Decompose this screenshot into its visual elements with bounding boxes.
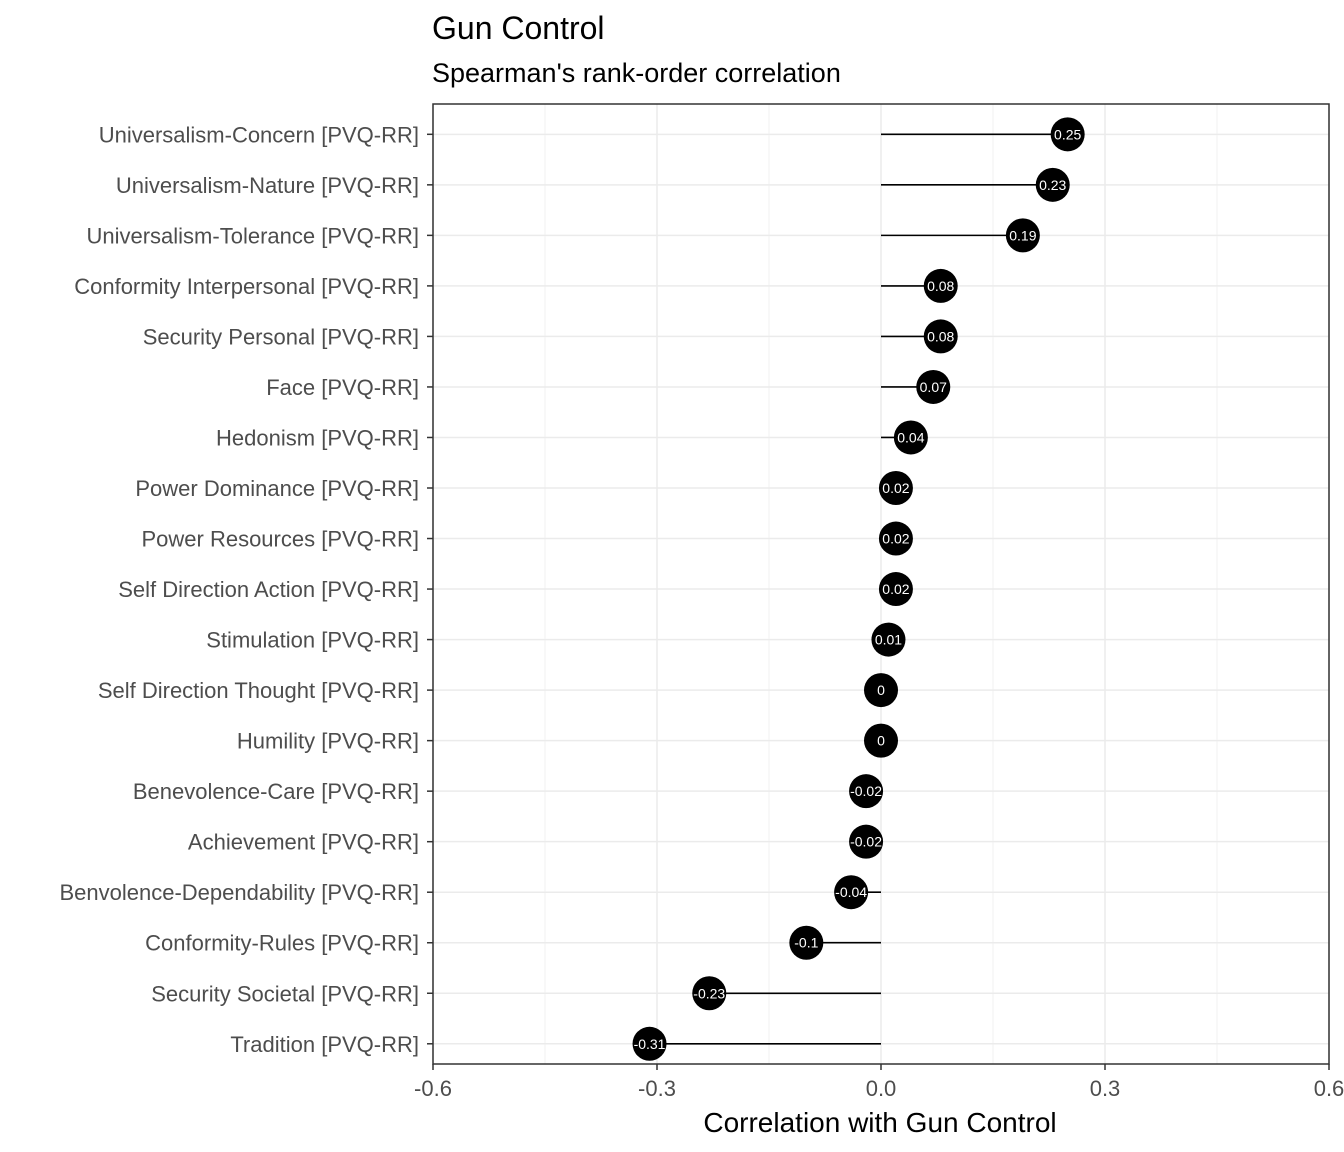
point-marker bbox=[864, 673, 898, 708]
data-point: 0.19 bbox=[1005, 218, 1040, 253]
point-marker bbox=[849, 774, 884, 809]
y-tick-label: Benevolence-Care [PVQ-RR] bbox=[133, 779, 419, 804]
data-point: 0 bbox=[864, 723, 898, 758]
point-marker bbox=[1005, 218, 1040, 253]
point-value-label: -0.23 bbox=[693, 985, 725, 1001]
point-value-label: 0.04 bbox=[897, 429, 924, 445]
point-marker bbox=[893, 420, 928, 455]
y-tick-label: Hedonism [PVQ-RR] bbox=[216, 425, 419, 450]
x-axis: -0.6 -0.3 0.0 0.3 0.6 bbox=[414, 1064, 1344, 1101]
y-tick-label: Universalism-Tolerance [PVQ-RR] bbox=[86, 223, 419, 248]
point-value-label: -0.02 bbox=[850, 783, 882, 799]
point-marker bbox=[878, 471, 913, 505]
y-tick-label: Universalism-Nature [PVQ-RR] bbox=[116, 173, 419, 198]
point-value-label: 0.08 bbox=[927, 278, 954, 294]
point-marker bbox=[632, 1026, 667, 1061]
point-marker bbox=[923, 268, 958, 303]
y-tick-label: Security Personal [PVQ-RR] bbox=[143, 324, 419, 349]
data-point: 0.02 bbox=[878, 572, 913, 607]
point-value-label: -0.1 bbox=[794, 935, 818, 951]
x-axis-title: Correlation with Gun Control bbox=[703, 1107, 1056, 1138]
y-tick-label: Power Resources [PVQ-RR] bbox=[141, 527, 419, 552]
y-tick-label: Self Direction Action [PVQ-RR] bbox=[118, 577, 419, 602]
y-tick-label: Tradition [PVQ-RR] bbox=[230, 1032, 419, 1057]
data-point: 0.02 bbox=[878, 521, 913, 556]
y-tick-label: Humility [PVQ-RR] bbox=[237, 729, 419, 754]
point-marker bbox=[878, 572, 913, 607]
point-marker bbox=[1050, 117, 1085, 152]
point-marker bbox=[916, 369, 951, 404]
y-tick-label: Benvolence-Dependability [PVQ-RR] bbox=[59, 880, 419, 905]
data-point: -0.02 bbox=[849, 824, 884, 859]
x-tick-label: -0.3 bbox=[638, 1076, 676, 1101]
point-marker bbox=[864, 723, 898, 758]
data-point: 0 bbox=[864, 673, 898, 708]
point-marker bbox=[849, 824, 884, 859]
y-tick-label: Stimulation [PVQ-RR] bbox=[206, 628, 419, 653]
y-tick-label: Self Direction Thought [PVQ-RR] bbox=[98, 678, 419, 703]
data-point: 0.08 bbox=[923, 268, 958, 303]
point-value-label: 0.23 bbox=[1039, 177, 1066, 193]
x-tick-label: 0.0 bbox=[866, 1076, 897, 1101]
lollipop-points: 0.25 0.23 0.19 0.08 0.08 0.07 0.04 0.02 0.02 0.02… bbox=[632, 117, 1085, 1061]
data-point: 0.04 bbox=[893, 420, 928, 455]
chart-title: Gun Control bbox=[432, 10, 605, 46]
point-marker bbox=[1035, 167, 1070, 202]
data-point: -0.31 bbox=[632, 1026, 667, 1061]
point-marker bbox=[692, 976, 727, 1011]
y-axis: Universalism-Concern [PVQ-RR] Universalis… bbox=[59, 122, 433, 1057]
point-value-label: 0.02 bbox=[882, 531, 909, 547]
point-value-label: 0 bbox=[877, 682, 885, 698]
point-value-label: -0.04 bbox=[835, 884, 867, 900]
data-point: 0.07 bbox=[916, 369, 951, 404]
data-point: -0.04 bbox=[834, 875, 869, 910]
minor-gridlines bbox=[544, 104, 1218, 1064]
data-point: -0.23 bbox=[692, 976, 727, 1011]
point-marker bbox=[923, 319, 958, 354]
point-marker bbox=[789, 925, 824, 960]
data-point: 0.08 bbox=[923, 319, 958, 354]
data-point: 0.25 bbox=[1050, 117, 1085, 152]
point-value-label: 0.01 bbox=[875, 632, 902, 648]
data-point: 0.23 bbox=[1035, 167, 1070, 202]
point-value-label: 0 bbox=[877, 733, 885, 749]
x-tick-label: 0.3 bbox=[1090, 1076, 1121, 1101]
data-point: -0.02 bbox=[849, 774, 884, 809]
point-value-label: -0.02 bbox=[850, 834, 882, 850]
point-marker bbox=[834, 875, 869, 910]
point-value-label: -0.31 bbox=[634, 1036, 666, 1052]
y-tick-label: Conformity-Rules [PVQ-RR] bbox=[145, 931, 419, 956]
y-tick-label: Conformity Interpersonal [PVQ-RR] bbox=[74, 274, 419, 299]
point-value-label: 0.19 bbox=[1009, 227, 1036, 243]
data-point: 0.02 bbox=[878, 471, 913, 505]
y-tick-label: Power Dominance [PVQ-RR] bbox=[135, 476, 419, 501]
point-value-label: 0.25 bbox=[1054, 126, 1081, 142]
x-tick-label: -0.6 bbox=[414, 1076, 452, 1101]
chart-subtitle: Spearman's rank-order correlation bbox=[432, 58, 841, 88]
x-tick-label: 0.6 bbox=[1314, 1076, 1344, 1101]
point-value-label: 0.02 bbox=[882, 480, 909, 496]
point-value-label: 0.02 bbox=[882, 581, 909, 597]
y-tick-label: Face [PVQ-RR] bbox=[266, 375, 419, 400]
data-point: -0.1 bbox=[789, 925, 824, 960]
point-marker bbox=[878, 521, 913, 556]
y-tick-label: Achievement [PVQ-RR] bbox=[188, 830, 419, 855]
y-tick-label: Universalism-Concern [PVQ-RR] bbox=[99, 122, 419, 147]
data-point: 0.01 bbox=[871, 622, 906, 657]
y-tick-label: Security Societal [PVQ-RR] bbox=[151, 981, 419, 1006]
point-value-label: 0.08 bbox=[927, 328, 954, 344]
point-value-label: 0.07 bbox=[920, 379, 947, 395]
point-marker bbox=[871, 622, 906, 657]
